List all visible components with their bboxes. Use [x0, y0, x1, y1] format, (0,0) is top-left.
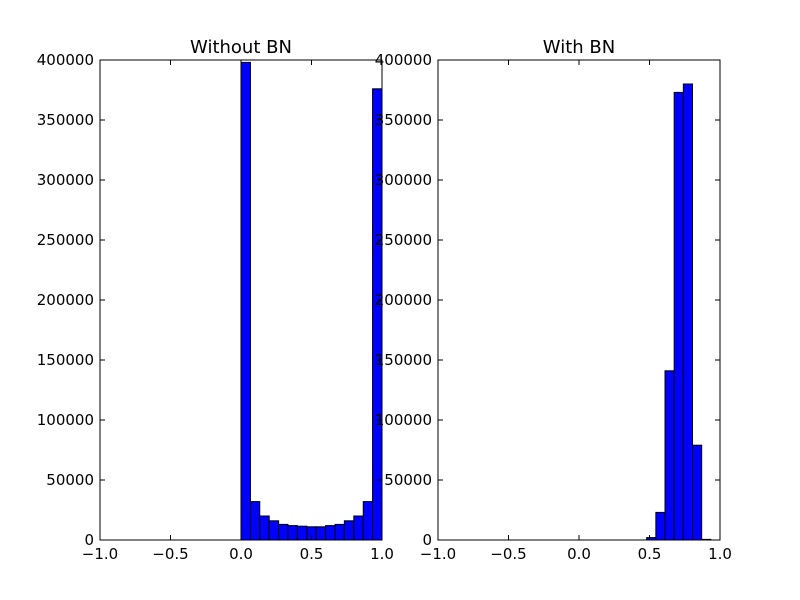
- histogram-bar: [664, 370, 675, 541]
- x-tick-label: 0.5: [300, 545, 324, 563]
- x-tick-label: 1.0: [370, 545, 394, 563]
- histogram-bar: [287, 525, 298, 541]
- histogram-bar: [343, 520, 355, 541]
- histogram-bar: [278, 523, 289, 541]
- y-tick-label: 0: [422, 531, 432, 549]
- x-tick-label: −0.5: [490, 545, 526, 563]
- y-tick-label: 350000: [375, 111, 432, 129]
- histogram-bar: [353, 515, 364, 541]
- y-tick-label: 300000: [375, 171, 432, 189]
- histogram-bar: [296, 525, 308, 541]
- histogram-bar: [325, 525, 336, 541]
- histogram-without-bn: 0 50000 100000 150000 200000 250000 300000 3500…: [37, 37, 394, 563]
- y-tick-label: 150000: [37, 351, 94, 369]
- x-tick-label: −1.0: [82, 545, 118, 563]
- y-tick-label: 250000: [37, 231, 94, 249]
- y-tick-label: 300000: [37, 171, 94, 189]
- y-tick-label: 150000: [375, 351, 432, 369]
- x-tick-label: 0.0: [229, 545, 253, 563]
- y-tick-label: 200000: [37, 291, 94, 309]
- y-tick-label: 100000: [37, 411, 94, 429]
- x-tick-label: 1.0: [708, 545, 732, 563]
- x-tick-label: 0.5: [638, 545, 662, 563]
- x-tick-label: −0.5: [152, 545, 188, 563]
- histogram-bar: [692, 444, 703, 541]
- histogram-bar: [334, 523, 345, 541]
- y-tick-label: 350000: [37, 111, 94, 129]
- histogram-bar: [362, 501, 374, 541]
- histogram-bar: [268, 520, 280, 541]
- y-tick-label: 400000: [375, 51, 432, 69]
- histogram-bar: [682, 83, 694, 541]
- histogram-bar: [240, 61, 251, 541]
- histogram-bar: [372, 88, 383, 541]
- y-tick-label: 0: [84, 531, 94, 549]
- y-tick-label: 400000: [37, 51, 94, 69]
- y-tick-label: 200000: [375, 291, 432, 309]
- histogram-bar: [259, 515, 270, 541]
- histogram-bar: [315, 526, 327, 541]
- x-tick-label: −1.0: [420, 545, 456, 563]
- chart-title: With BN: [543, 37, 615, 58]
- histogram-bar: [249, 501, 261, 541]
- y-tick-label: 50000: [46, 471, 94, 489]
- histogram-bar: [655, 511, 666, 541]
- y-tick-label: 100000: [375, 411, 432, 429]
- histogram-bar: [673, 91, 684, 541]
- histogram-with-bn: 0 50000 100000 150000 200000 250000 300000 3500…: [375, 37, 732, 563]
- y-tick-label: 250000: [375, 231, 432, 249]
- chart-title: Without BN: [190, 37, 292, 58]
- x-tick-label: 0.0: [567, 545, 591, 563]
- y-tick-label: 50000: [384, 471, 432, 489]
